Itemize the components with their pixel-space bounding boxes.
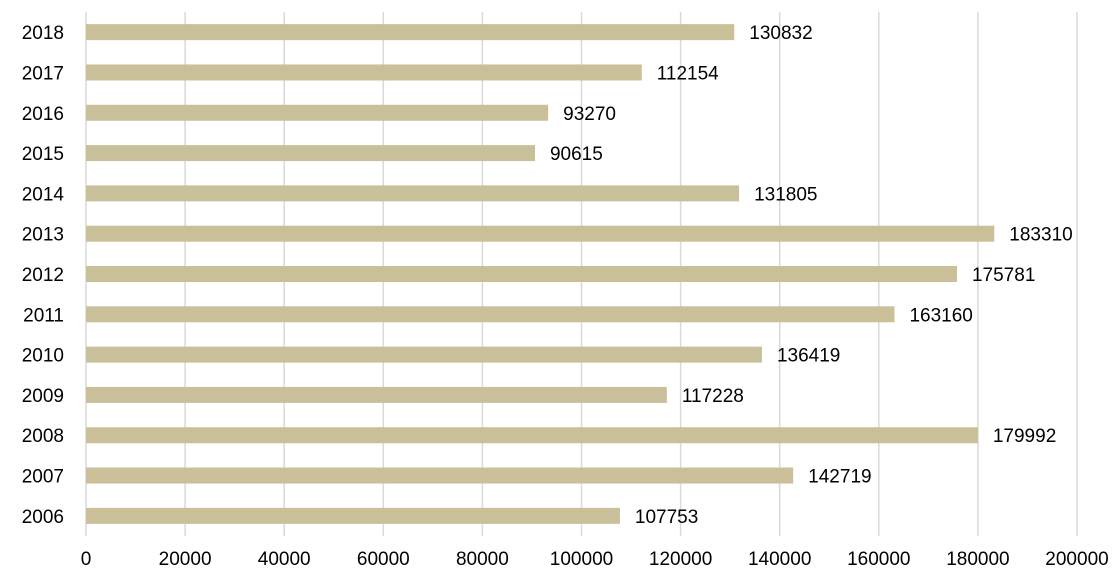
x-tick-label: 100000 xyxy=(550,549,613,570)
category-label: 2011 xyxy=(23,305,64,326)
category-labels: 2006 2007 2008 2009 2010 2011 2012 2013 2014 2015… xyxy=(22,23,65,528)
bar-data-label: 163160 xyxy=(909,305,972,326)
category-label: 2016 xyxy=(22,104,64,125)
bar-data-label: 107753 xyxy=(635,507,698,528)
data-labels: 107753 142719 179992 117228 136419 1631601757… xyxy=(550,23,1073,528)
category-label: 2007 xyxy=(22,467,64,488)
bar xyxy=(86,507,620,524)
category-label: 2009 xyxy=(22,386,64,407)
x-tick-label: 60000 xyxy=(357,549,410,570)
bar xyxy=(86,145,535,162)
category-label: 2010 xyxy=(22,346,64,367)
bar-data-label: 90615 xyxy=(550,144,603,165)
x-tick-label: 0 xyxy=(81,549,92,570)
bar-data-label: 136419 xyxy=(777,346,840,367)
bar-data-label: 175781 xyxy=(972,265,1035,286)
bar xyxy=(86,386,667,403)
bar xyxy=(86,64,642,81)
bar-data-label: 179992 xyxy=(993,426,1056,447)
bars xyxy=(86,24,995,524)
bar-data-label: 130832 xyxy=(749,23,812,44)
bar-data-label: 112154 xyxy=(657,63,719,84)
bar xyxy=(86,104,549,121)
x-tick-label: 80000 xyxy=(456,549,509,570)
x-tick-label: 140000 xyxy=(748,549,811,570)
category-label: 2013 xyxy=(22,225,64,246)
x-tick-label: 200000 xyxy=(1045,549,1108,570)
bar xyxy=(86,24,735,41)
x-tick-label: 40000 xyxy=(258,549,311,570)
bar xyxy=(86,266,957,282)
x-tick-label: 120000 xyxy=(649,549,712,570)
bar xyxy=(86,467,794,484)
x-tick-label: 160000 xyxy=(847,549,910,570)
category-label: 2015 xyxy=(22,144,64,165)
bar xyxy=(86,346,762,363)
x-tick-label: 180000 xyxy=(946,549,1009,570)
x-tick-label: 20000 xyxy=(159,549,212,570)
bar-data-label: 142719 xyxy=(808,467,871,488)
category-label: 2017 xyxy=(22,63,64,84)
bar xyxy=(86,185,740,202)
bar xyxy=(86,427,978,444)
category-label: 2012 xyxy=(22,265,64,286)
bar-data-label: 183310 xyxy=(1009,225,1072,246)
bar-data-label: 93270 xyxy=(563,104,616,125)
category-label: 2014 xyxy=(22,184,65,205)
category-label: 2006 xyxy=(22,507,64,528)
category-label: 2018 xyxy=(22,23,64,44)
x-axis-tick-labels: 0 20000 40000 60000 80000 100000 120000 140000 1… xyxy=(81,549,1109,570)
category-label: 2008 xyxy=(22,426,64,447)
bar xyxy=(86,306,895,323)
bar-data-label: 117228 xyxy=(682,386,744,407)
bar-data-label: 131805 xyxy=(754,184,817,205)
bar xyxy=(86,225,995,242)
